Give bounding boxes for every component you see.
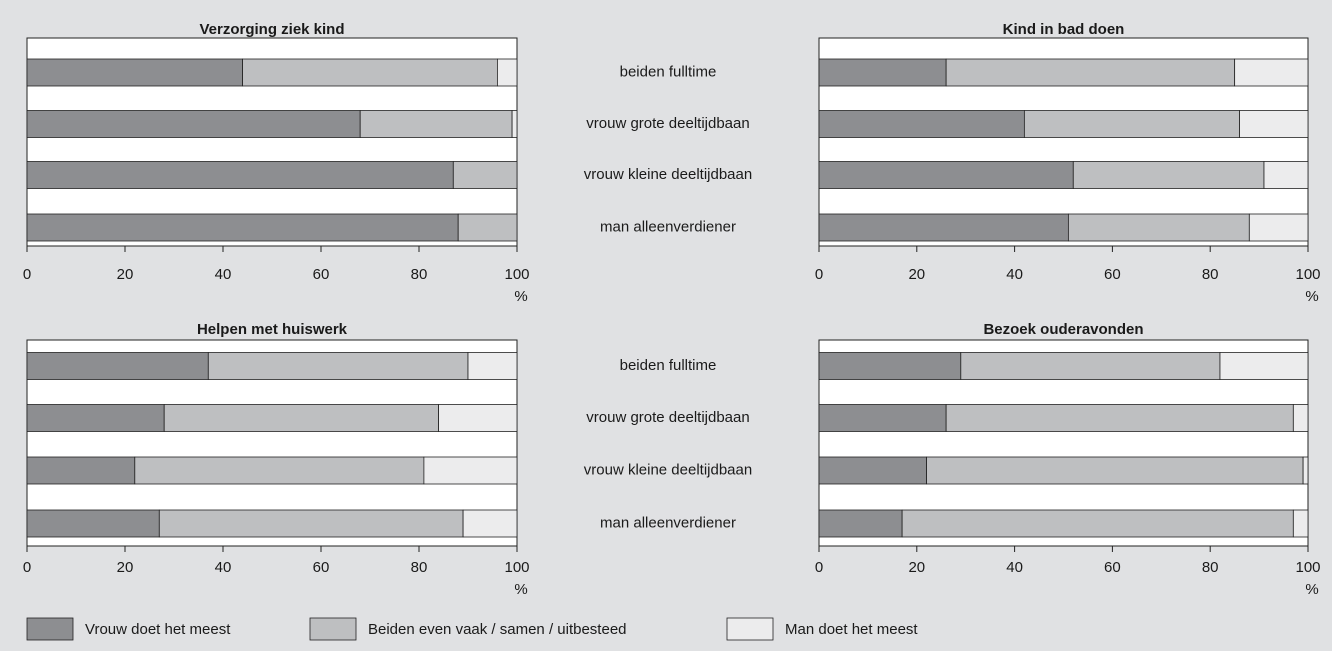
bar-segment (26, 352, 209, 380)
x-tick-label: 0 (23, 559, 31, 576)
chart-title: Bezoek ouderavonden (983, 321, 1143, 338)
bar-segment (818, 161, 1074, 189)
bar-segment (960, 352, 1221, 380)
bar-segment (818, 213, 1069, 242)
x-unit: % (1305, 288, 1318, 305)
x-tick-label: 40 (215, 559, 232, 576)
bar-segment (511, 110, 518, 138)
bar-segment (818, 509, 903, 538)
chart-title: Helpen met huiswerk (197, 321, 348, 338)
bar-segment (1067, 213, 1250, 242)
bar-segment (26, 509, 160, 538)
x-tick-label: 20 (117, 559, 134, 576)
bar-segment (26, 58, 244, 87)
x-tick-label: 20 (908, 559, 925, 576)
bar-segment (26, 404, 165, 432)
bar-segment (242, 58, 498, 87)
legend-swatch (309, 617, 357, 641)
x-tick-label: 100 (1295, 266, 1320, 283)
bar-segment (438, 404, 518, 432)
x-tick-label: 40 (1006, 266, 1023, 283)
bar-segment (818, 110, 1025, 138)
category-label: vrouw kleine deeltijdbaan (584, 166, 752, 183)
x-tick-label: 100 (504, 266, 529, 283)
bar-segment (818, 352, 962, 380)
x-unit: % (514, 581, 527, 598)
category-label: man alleenverdiener (600, 218, 736, 235)
bar-segment (163, 404, 439, 432)
bar-segment (1219, 352, 1309, 380)
bar-segment (818, 404, 947, 432)
bar-segment (818, 456, 927, 485)
chart-title: Kind in bad doen (1003, 21, 1125, 38)
category-label: vrouw grote deeltijdbaan (586, 409, 749, 426)
bar-segment (1292, 509, 1309, 538)
bar-segment (1302, 456, 1309, 485)
bar-segment (1292, 404, 1309, 432)
legend-swatch (726, 617, 774, 641)
x-tick-label: 80 (1202, 266, 1219, 283)
x-tick-label: 0 (23, 266, 31, 283)
bar-segment (26, 110, 361, 138)
x-tick-label: 80 (411, 559, 428, 576)
bar-segment (423, 456, 518, 485)
x-unit: % (1305, 581, 1318, 598)
x-tick-label: 60 (313, 266, 330, 283)
category-label: vrouw grote deeltijdbaan (586, 115, 749, 132)
legend-label: Man doet het meest (785, 621, 918, 638)
x-tick-label: 80 (1202, 559, 1219, 576)
bar-segment (1023, 110, 1240, 138)
bar-segment (1248, 213, 1309, 242)
bar-segment (462, 509, 518, 538)
bar-segment (1234, 58, 1309, 87)
bar-segment (945, 58, 1236, 87)
bar-segment (26, 213, 459, 242)
bar-segment (207, 352, 469, 380)
x-tick-label: 20 (908, 266, 925, 283)
bar-segment (26, 161, 454, 189)
x-tick-label: 100 (1295, 559, 1320, 576)
bar-segment (945, 404, 1294, 432)
category-label: beiden fulltime (620, 63, 717, 80)
bar-segment (496, 58, 518, 87)
x-tick-label: 80 (411, 266, 428, 283)
bar-segment (26, 456, 136, 485)
bar-segment (926, 456, 1304, 485)
x-tick-label: 60 (313, 559, 330, 576)
bar-segment (134, 456, 425, 485)
legend-swatch (26, 617, 74, 641)
x-tick-label: 40 (1006, 559, 1023, 576)
category-label: man alleenverdiener (600, 514, 736, 531)
bar-segment (1239, 110, 1309, 138)
legend-label: Beiden even vaak / samen / uitbesteed (368, 621, 627, 638)
bar-segment (158, 509, 464, 538)
category-label: beiden fulltime (620, 357, 717, 374)
bar-segment (457, 213, 518, 242)
bar-segment (452, 161, 518, 189)
bar-segment (1263, 161, 1309, 189)
bar-segment (901, 509, 1294, 538)
chart-title: Verzorging ziek kind (199, 21, 344, 38)
x-tick-label: 40 (215, 266, 232, 283)
legend-label: Vrouw doet het meest (85, 621, 231, 638)
x-tick-label: 60 (1104, 559, 1121, 576)
bar-segment (359, 110, 513, 138)
bar-segment (467, 352, 518, 380)
x-tick-label: 0 (815, 266, 823, 283)
x-unit: % (514, 288, 527, 305)
x-tick-label: 60 (1104, 266, 1121, 283)
x-tick-label: 0 (815, 559, 823, 576)
bar-segment (818, 58, 947, 87)
bar-segment (1072, 161, 1265, 189)
category-label: vrouw kleine deeltijdbaan (584, 461, 752, 478)
x-tick-label: 100 (504, 559, 529, 576)
x-tick-label: 20 (117, 266, 134, 283)
